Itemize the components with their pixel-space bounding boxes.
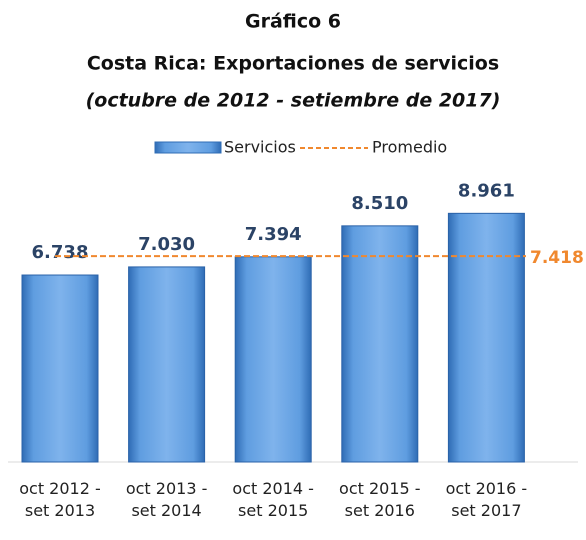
value-label: 7.394 — [245, 224, 302, 245]
x-tick-label: oct 2012 - set 2013 — [19, 479, 101, 520]
chart-subtitle: Costa Rica: Exportaciones de servicios — [87, 53, 499, 75]
x-tick-label: oct 2015 - set 2016 — [339, 479, 421, 520]
x-tick-label: oct 2016 - set 2017 — [445, 479, 528, 520]
value-label: 8.961 — [458, 180, 515, 201]
legend-swatch — [154, 141, 222, 154]
chart-period: (octubre de 2012 - setiembre de 2017) — [86, 90, 501, 112]
x-tick-label: oct 2013 - set 2014 — [125, 479, 208, 520]
value-label: 7.030 — [138, 234, 195, 255]
average-label: 7.418 — [530, 248, 584, 268]
value-label: 6.738 — [32, 242, 89, 263]
bar — [21, 274, 99, 463]
legend-label: Promedio — [372, 138, 447, 157]
legend-label: Servicios — [224, 138, 296, 157]
bar — [128, 266, 206, 463]
bar — [447, 212, 525, 463]
value-label: 8.510 — [351, 193, 408, 214]
chart-title: Gráfico 6 — [245, 11, 341, 33]
x-tick-label: oct 2014 - set 2015 — [232, 479, 314, 520]
bar — [234, 256, 312, 463]
bar — [341, 225, 419, 463]
